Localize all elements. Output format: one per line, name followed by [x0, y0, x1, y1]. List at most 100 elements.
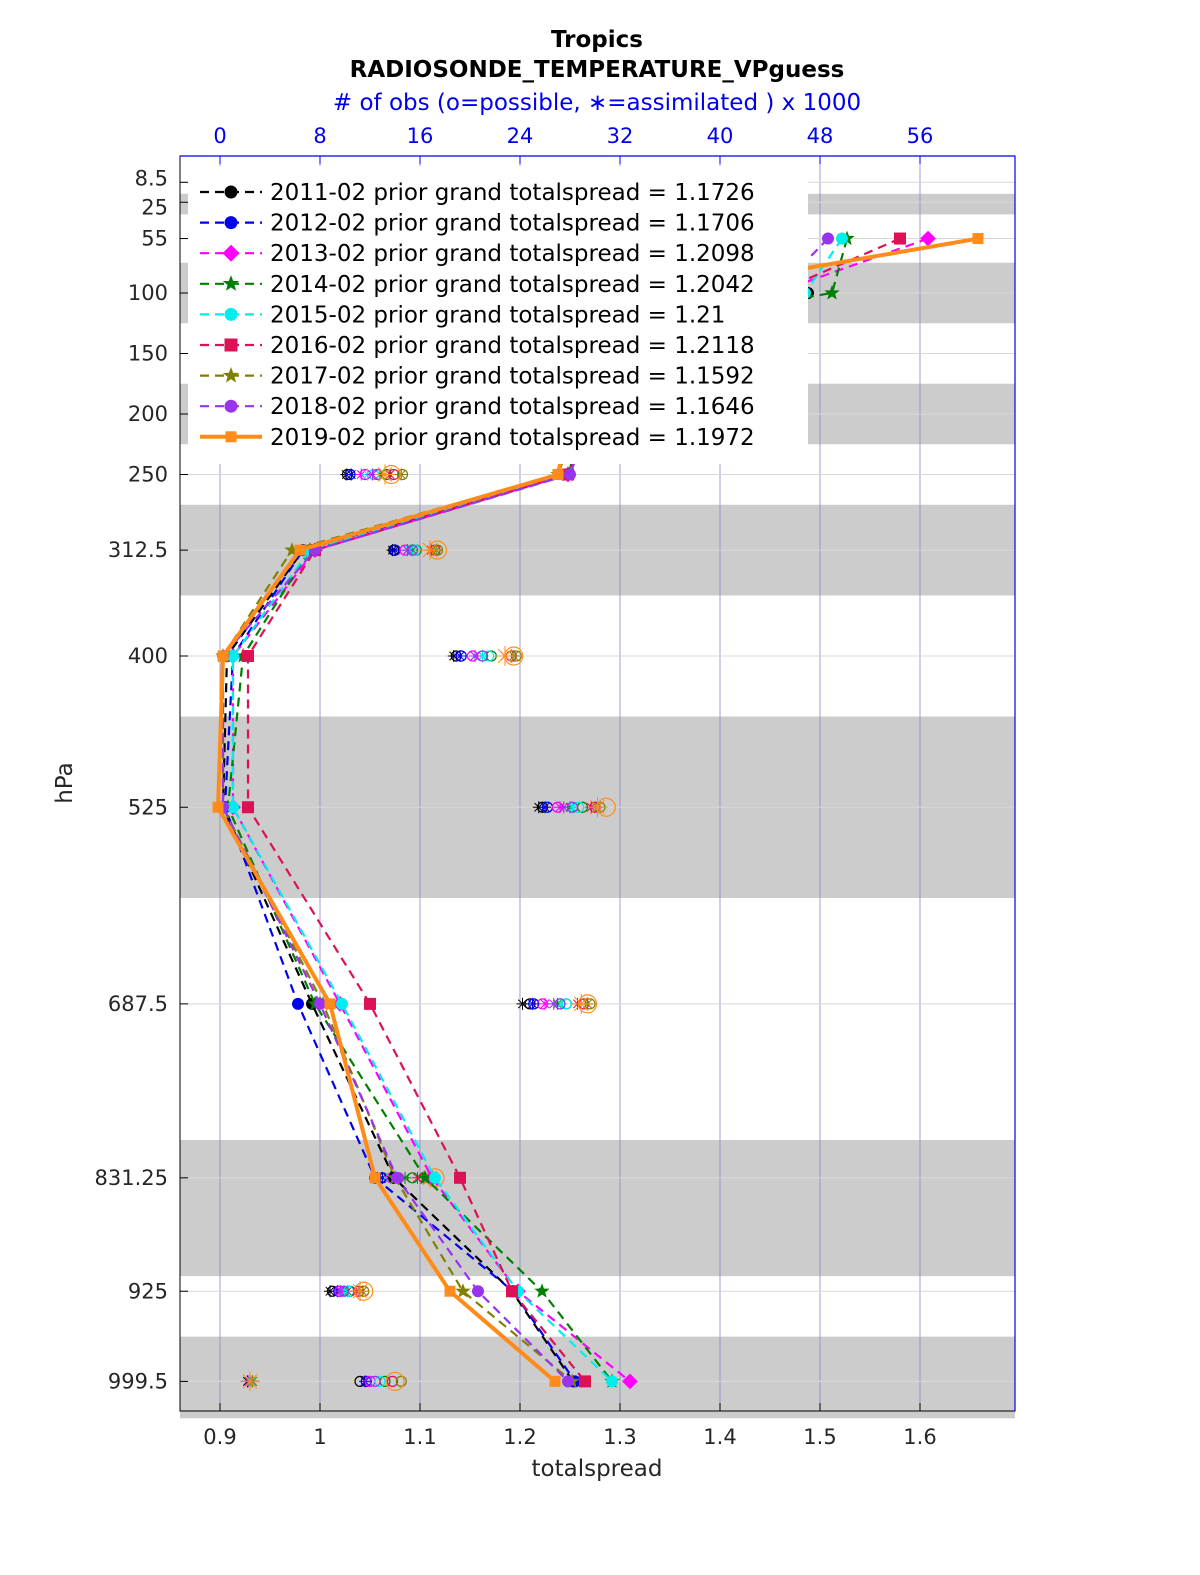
series-point [292, 997, 304, 1010]
legend-entry: 2013-02 prior grand totalspread = 1.2098 [270, 241, 755, 267]
x-tick-label: 1.4 [703, 1425, 736, 1449]
x-tick-label: 1 [313, 1425, 326, 1449]
series-point [894, 232, 906, 245]
top-tick-label: 56 [907, 124, 934, 148]
obs-assimilated-point [395, 468, 408, 481]
legend-marker [222, 244, 240, 262]
legend-marker [224, 216, 238, 230]
series-point [294, 544, 306, 556]
legend-entry: 2015-02 prior grand totalspread = 1.21 [270, 302, 725, 328]
top-tick-label: 8 [313, 124, 326, 148]
series-line [226, 238, 849, 1383]
series-point [552, 469, 564, 480]
top-axis-label: # of obs (o=possible, ∗=assimilated ) x … [333, 90, 861, 116]
series-point [324, 998, 336, 1010]
asterisk-stroke [377, 467, 393, 482]
asterisk-stroke [567, 802, 578, 812]
top-tick-label: 24 [507, 124, 534, 148]
asterisk-stroke [559, 802, 569, 812]
series-point [506, 1285, 518, 1298]
pressure-band [180, 1336, 1015, 1419]
y-axis-label: hPa [52, 762, 78, 804]
obs-assimilated-point [454, 650, 466, 662]
series-point [622, 1373, 638, 1390]
asterisk-stroke [517, 999, 528, 1009]
series-point [455, 1283, 471, 1298]
y-tick-label: 312.5 [108, 538, 168, 562]
series-point [227, 650, 239, 662]
asterisk-stroke [390, 545, 400, 555]
series-point [369, 1172, 381, 1184]
asterisk-stroke [590, 799, 605, 815]
legend-marker [224, 338, 238, 352]
series-point [242, 650, 254, 662]
obs-assimilated-point [587, 797, 608, 818]
obs-assimilated-point [539, 801, 551, 814]
asterisk-stroke [412, 1173, 423, 1183]
y-tick-label: 525 [128, 795, 168, 819]
y-tick-label: 999.5 [108, 1369, 168, 1393]
obs-possible-point [386, 1375, 399, 1387]
legend-marker [224, 185, 238, 199]
series-point [314, 997, 326, 1010]
legend: 2011-02 prior grand totalspread = 1.1726… [188, 166, 808, 464]
x-tick-label: 1.3 [603, 1425, 636, 1449]
asterisk-stroke [422, 542, 438, 558]
x-tick-label: 0.9 [203, 1425, 236, 1449]
asterisk-stroke [402, 545, 413, 555]
x-tick-label: 1.5 [803, 1425, 836, 1449]
series-point [579, 1375, 591, 1388]
y-tick-label: 8.5 [135, 166, 168, 190]
asterisk-stroke [346, 469, 356, 480]
top-tick-label: 48 [807, 124, 834, 148]
legend-marker [224, 307, 238, 321]
x-tick-label: 1.2 [503, 1425, 536, 1449]
obs-assimilated-point [366, 468, 379, 481]
obs-assimilated-point [495, 646, 515, 666]
legend-entry: 2019-02 prior grand totalspread = 1.1972 [270, 425, 755, 451]
tick-layer: 0.9 1 1.1 1.2 1.3 1.4 1.5 1.6 0 8 16 24 32 40 48 56 8.5 2… [95, 124, 937, 1449]
series-point [444, 1285, 456, 1297]
obs-assimilated-point [571, 993, 592, 1014]
series-point [391, 1171, 403, 1184]
obs-assimilated-point [240, 1371, 260, 1392]
y-tick-label: 400 [128, 644, 168, 668]
obs-possible-point [395, 1375, 407, 1387]
asterisk-stroke [335, 1286, 345, 1296]
series-point [562, 1375, 574, 1388]
asterisk-stroke [396, 469, 406, 480]
x-tick-label: 1.1 [403, 1425, 436, 1449]
obs-possible-point [385, 1371, 405, 1391]
series-point [217, 650, 229, 662]
series-point [836, 232, 848, 245]
asterisk-stroke [497, 648, 513, 664]
asterisk-stroke [540, 999, 550, 1009]
legend-entry: 2016-02 prior grand totalspread = 1.2118 [270, 333, 755, 359]
legend-entry: 2017-02 prior grand totalspread = 1.1592 [270, 364, 755, 390]
asterisk-stroke [549, 999, 559, 1009]
asterisk-stroke [477, 651, 488, 661]
chart-subtitle: RADIOSONDE_TEMPERATURE_VPguess [350, 57, 845, 83]
y-tick-label: 250 [128, 463, 168, 487]
obs-possible-point [369, 1375, 381, 1387]
legend-entry: 2011-02 prior grand totalspread = 1.1726 [270, 180, 755, 206]
obs-assimilated-point [389, 544, 401, 557]
legend-entry: 2018-02 prior grand totalspread = 1.1646 [270, 394, 755, 420]
legend-box [188, 166, 808, 464]
series-point [242, 801, 254, 814]
y-tick-label: 150 [128, 342, 168, 366]
series-point [824, 284, 840, 300]
series-point [822, 232, 834, 245]
asterisk-stroke [352, 1283, 368, 1299]
asterisk-stroke [573, 996, 589, 1012]
series-point [227, 801, 239, 814]
y-tick-label: 831.25 [95, 1166, 168, 1190]
y-tick-label: 925 [128, 1279, 168, 1303]
y-tick-label: 687.5 [108, 992, 168, 1016]
obs-assimilated-point [469, 650, 481, 662]
obs-assimilated-point [350, 1281, 370, 1302]
y-tick-label: 55 [141, 227, 168, 251]
top-tick-label: 0 [213, 124, 226, 148]
obs-assimilated-point [401, 544, 414, 557]
obs-assimilated-point [547, 997, 560, 1010]
